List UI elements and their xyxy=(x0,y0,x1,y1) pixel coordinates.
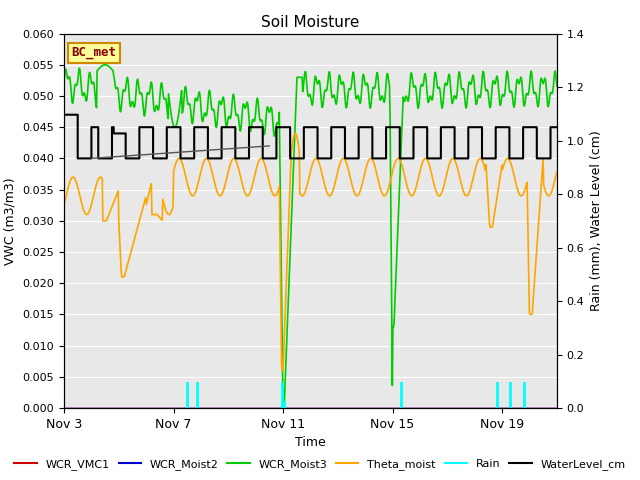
Legend: WCR_VMC1, WCR_Moist2, WCR_Moist3, Theta_moist, Rain, WaterLevel_cm: WCR_VMC1, WCR_Moist2, WCR_Moist3, Theta_… xyxy=(10,455,630,474)
Y-axis label: Rain (mm), Water Level (cm): Rain (mm), Water Level (cm) xyxy=(590,131,603,311)
Y-axis label: VWC (m3/m3): VWC (m3/m3) xyxy=(4,177,17,264)
Title: Soil Moisture: Soil Moisture xyxy=(261,15,360,30)
Text: BC_met: BC_met xyxy=(72,47,116,60)
X-axis label: Time: Time xyxy=(295,436,326,449)
